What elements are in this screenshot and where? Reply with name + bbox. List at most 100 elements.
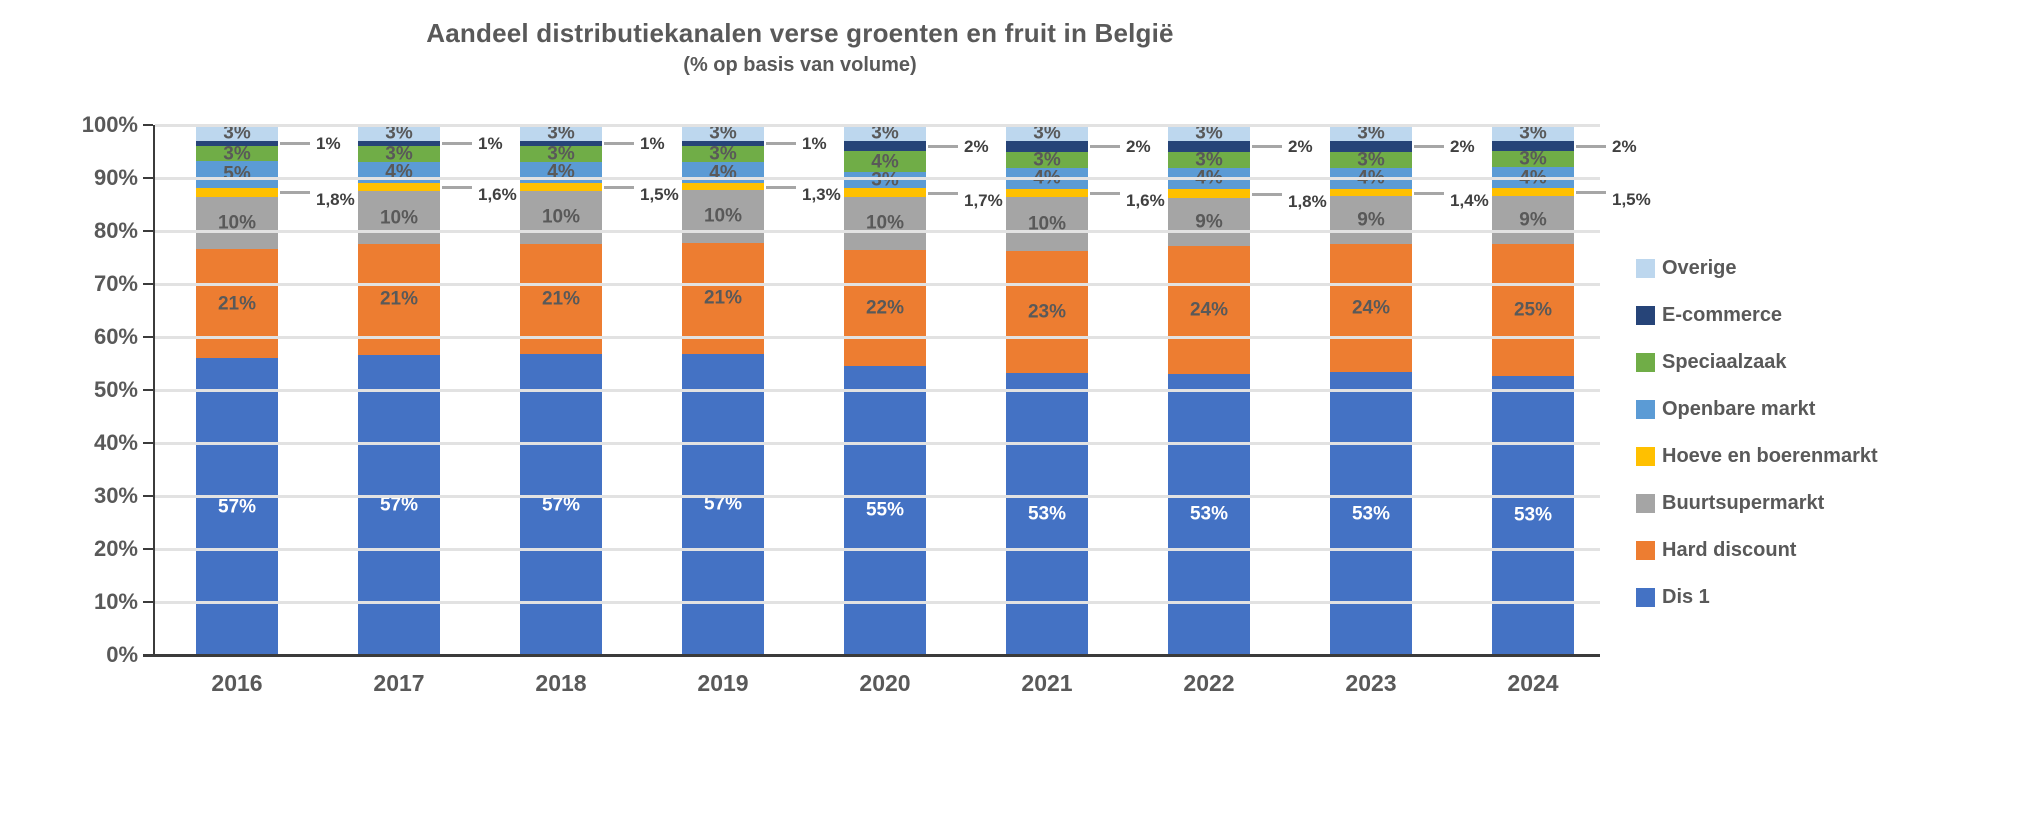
segment-label: 21%	[541, 288, 581, 310]
callout-label: 1,6%	[478, 185, 517, 205]
callout-leader-line	[1414, 145, 1444, 149]
segment-label: 9%	[1357, 209, 1385, 231]
callout-label: 2%	[1450, 137, 1475, 157]
bar-segment: 3%	[1006, 124, 1088, 143]
callout-label: 2%	[964, 137, 989, 157]
y-axis-tick	[143, 495, 153, 497]
legend-swatch-icon	[1636, 587, 1655, 607]
y-axis-label: 80%	[93, 218, 138, 243]
y-axis-tick	[143, 601, 153, 603]
bar-segment	[196, 140, 278, 146]
bar-segment: 10%	[358, 191, 440, 245]
bar-segment: 57%	[196, 358, 278, 655]
y-axis-tick	[143, 124, 153, 126]
callout-label: 1,3%	[802, 184, 841, 204]
bar-segment: 25%	[1492, 243, 1574, 376]
bar-segment: 24%	[1330, 244, 1412, 373]
callout-leader-line	[280, 142, 310, 146]
gridline	[155, 124, 1600, 127]
gridline	[155, 230, 1600, 233]
bar-segment	[520, 183, 602, 191]
bar-segment	[358, 140, 440, 147]
segment-label: 3%	[1033, 149, 1061, 171]
segment-label: 3%	[385, 143, 413, 165]
y-axis-label: 50%	[93, 377, 138, 402]
x-axis-line	[143, 654, 1600, 657]
chart-title: Aandeel distributiekanalen verse groente…	[426, 18, 1174, 48]
x-axis-label: 2021	[1021, 670, 1073, 696]
y-axis-tick	[143, 654, 153, 656]
legend-label: Openbare markt	[1662, 398, 1816, 420]
bar-segment: 21%	[520, 243, 602, 355]
bar-segment	[358, 182, 440, 192]
callout-leader-line	[1252, 192, 1282, 196]
segment-label: 10%	[379, 207, 419, 229]
x-axis-label: 2016	[211, 670, 263, 696]
bar-segment: 53%	[1168, 373, 1250, 655]
segment-label: 3%	[223, 143, 251, 165]
y-axis-tick	[143, 442, 153, 444]
callout-leader-line	[442, 186, 472, 190]
segment-label: 3%	[871, 122, 899, 144]
bar-segment: 3%	[196, 122, 278, 144]
bar-segment: 10%	[1006, 197, 1088, 251]
legend-item: E-commerce	[1636, 305, 1878, 325]
segment-label: 53%	[1351, 503, 1391, 525]
bar-segment	[844, 188, 926, 198]
segment-label: 53%	[1513, 504, 1553, 526]
legend-item: Openbare markt	[1636, 399, 1878, 419]
bar-segment: 55%	[844, 365, 926, 655]
bar-segment	[1492, 188, 1574, 197]
segment-label: 57%	[217, 496, 257, 518]
legend-label: Overige	[1662, 257, 1737, 279]
legend-item: Speciaalzaak	[1636, 352, 1878, 372]
x-axis-label: 2020	[859, 670, 911, 696]
bar-segment	[682, 183, 764, 191]
plot-area: 1,8% 1% 57% 21% 10% 5% 3% 3% 2016 1,6% 1% 57% 21% 10%…	[143, 122, 1651, 696]
bar-segment: 57%	[682, 353, 764, 655]
legend-swatch-icon	[1636, 399, 1655, 419]
callout-label: 2%	[1288, 137, 1313, 157]
callout-leader-line	[442, 142, 472, 146]
x-axis-label: 2019	[697, 670, 749, 696]
segment-label: 3%	[1357, 122, 1385, 144]
y-axis-tick	[143, 548, 153, 550]
bar-segment: 53%	[1006, 372, 1088, 655]
segment-label: 9%	[1519, 209, 1547, 231]
y-axis-tick	[143, 283, 153, 285]
legend-swatch-icon	[1636, 493, 1655, 513]
segment-label: 10%	[217, 212, 257, 234]
bar-segment	[1330, 141, 1412, 152]
x-axis-label: 2017	[373, 670, 425, 696]
callout-leader-line	[1414, 191, 1444, 195]
segment-label: 22%	[865, 297, 905, 319]
legend-item: Hoeve en boerenmarkt	[1636, 446, 1878, 466]
segment-label: 3%	[1519, 148, 1547, 170]
bar-segment: 10%	[844, 197, 926, 250]
callout-leader-line	[766, 142, 796, 146]
bar-segment: 24%	[1168, 246, 1250, 374]
legend-item: Dis 1	[1636, 587, 1878, 607]
legend-label: Hard discount	[1662, 539, 1797, 561]
bar-column-2020: 55% 22% 10% 3% 4% 3%	[844, 122, 926, 655]
bar-segment: 3%	[358, 123, 440, 142]
y-axis-tick	[143, 177, 153, 179]
callout-label: 1%	[640, 134, 665, 154]
bar-segment: 53%	[1330, 372, 1412, 655]
bar-segment: 21%	[196, 248, 278, 359]
segment-label: 5%	[223, 163, 251, 185]
bar-segment	[1168, 188, 1250, 199]
segment-label: 3%	[1357, 149, 1385, 171]
bar-segment: 9%	[1492, 196, 1574, 244]
callout-leader-line	[928, 145, 958, 149]
legend-swatch-icon	[1636, 258, 1655, 278]
segment-label: 3%	[709, 122, 737, 144]
segment-label: 3%	[223, 122, 251, 144]
bar-segment: 3%	[1492, 123, 1574, 142]
bar-segment: 3%	[520, 145, 602, 164]
y-axis-tick	[143, 336, 153, 338]
legend-label: Dis 1	[1662, 586, 1710, 608]
callout-label: 1,5%	[640, 184, 679, 204]
bar-segment	[1006, 188, 1088, 198]
